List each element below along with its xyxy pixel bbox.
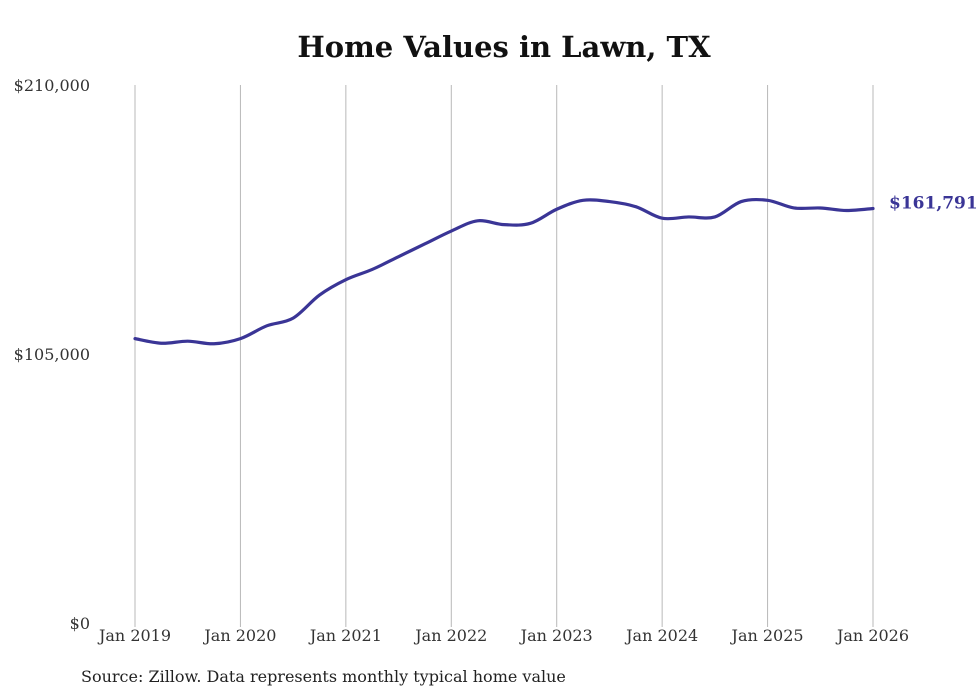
y-tick-label: $210,000 — [14, 76, 90, 95]
x-tick-label: Jan 2026 — [835, 626, 909, 645]
x-tick-label: Jan 2025 — [730, 626, 804, 645]
x-tick-label: Jan 2024 — [624, 626, 698, 645]
y-tick-label: $0 — [70, 614, 90, 633]
x-tick-label: Jan 2023 — [519, 626, 593, 645]
y-tick-labels: $0 $105,000 $210,000 — [14, 76, 90, 633]
series-line-0 — [133, 197, 875, 346]
x-tick-label: Jan 2020 — [202, 626, 276, 645]
data-labels: $161,791 — [889, 194, 978, 214]
x-tick-labels: Jan 2019 Jan 2020 Jan 2021 Jan 2022 Jan 2023… — [97, 626, 909, 645]
chart-title: Home Values in Lawn, TX — [297, 30, 711, 64]
series-layer — [133, 197, 875, 346]
x-tick-label: Jan 2022 — [413, 626, 487, 645]
x-tick-label: Jan 2019 — [97, 626, 171, 645]
grid-layer — [134, 85, 874, 627]
end-value-label: $161,791 — [889, 194, 978, 214]
x-tick-label: Jan 2021 — [308, 626, 382, 645]
source-note: Source: Zillow. Data represents monthly … — [81, 667, 566, 686]
y-tick-label: $105,000 — [14, 345, 90, 364]
